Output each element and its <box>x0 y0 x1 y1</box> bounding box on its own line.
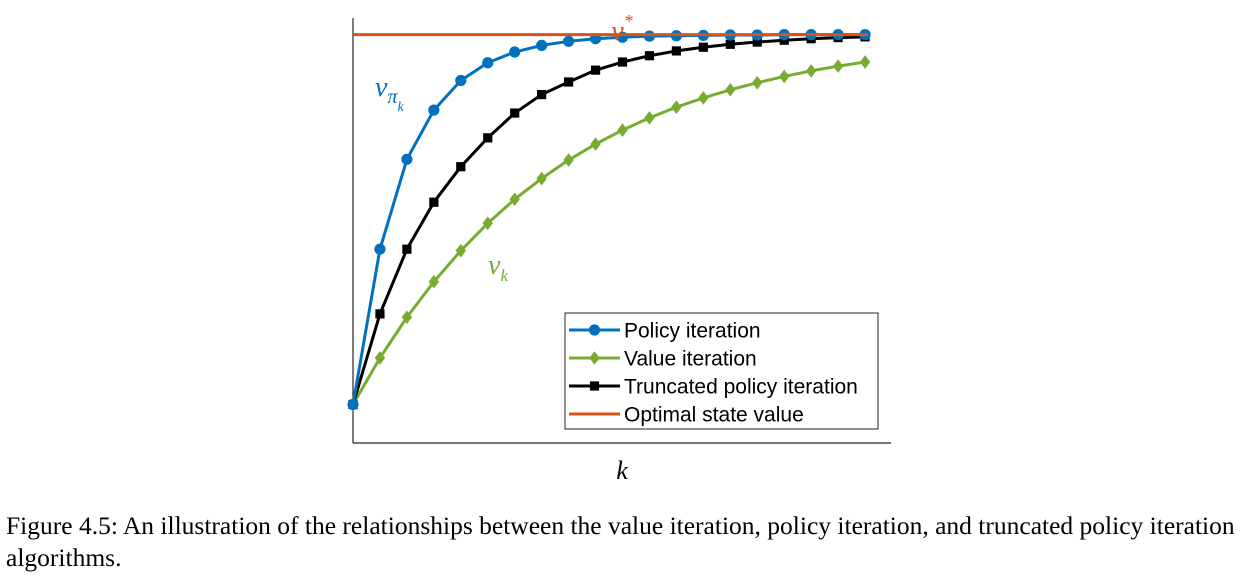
legend-marker <box>589 351 600 365</box>
legend-label: Policy iteration <box>624 320 761 343</box>
legend-item-truncated-policy-iteration: Truncated policy iteration <box>569 376 858 399</box>
annotation-v-k: vk <box>488 250 508 285</box>
legend-marker <box>588 324 601 336</box>
annotation-v-pi-k: vπk <box>375 72 404 115</box>
legend-label: Optimal state value <box>624 404 804 427</box>
data-point <box>374 243 386 255</box>
data-point <box>428 104 440 116</box>
legend-item-optimal-state-value: Optimal state value <box>569 404 804 427</box>
legend: Policy iteration Value iteration Truncated… <box>564 312 879 430</box>
data-point <box>752 75 763 90</box>
data-point <box>455 74 467 87</box>
legend-box <box>564 312 879 430</box>
data-point <box>429 197 439 207</box>
legend-label: Truncated policy iteration <box>624 376 858 399</box>
data-point <box>590 65 601 75</box>
chart: k v* vπk vk Policy iteration Value iterat… <box>347 11 891 485</box>
legend-item-value-iteration: Value iteration <box>569 348 757 371</box>
data-point <box>617 123 628 137</box>
data-point <box>617 57 628 67</box>
data-point <box>671 100 682 114</box>
legend-label: Value iteration <box>624 348 757 371</box>
data-point <box>482 216 493 231</box>
data-point <box>536 39 548 51</box>
data-point <box>347 398 359 411</box>
data-point <box>401 153 413 165</box>
data-point <box>725 39 735 49</box>
data-point <box>375 309 385 319</box>
x-axis-label: k <box>616 456 628 485</box>
data-point <box>671 46 681 56</box>
data-point <box>805 64 817 78</box>
figure-caption: Figure 4.5: An illustration of the relat… <box>6 511 1235 572</box>
data-point <box>779 69 790 84</box>
data-point <box>698 42 708 52</box>
data-point <box>482 57 494 69</box>
data-point <box>832 59 844 73</box>
data-point <box>563 153 574 167</box>
data-point <box>401 310 413 325</box>
data-point <box>456 162 466 172</box>
data-point <box>483 133 493 143</box>
data-point <box>859 55 871 69</box>
data-point <box>752 37 762 47</box>
data-point <box>402 244 412 254</box>
data-point <box>509 46 521 58</box>
data-point <box>563 35 575 47</box>
series-value-iteration <box>347 55 871 412</box>
data-point <box>644 111 655 125</box>
data-point <box>644 51 655 61</box>
data-point <box>509 192 520 207</box>
data-point <box>590 137 601 151</box>
annotation-v-star: v* <box>611 11 632 47</box>
series-line-value-iteration <box>351 60 866 406</box>
data-point <box>455 243 466 258</box>
data-point <box>536 171 547 186</box>
data-point <box>428 274 440 289</box>
data-point <box>510 108 520 118</box>
data-point <box>537 89 547 100</box>
data-point <box>564 77 574 87</box>
data-point <box>725 82 736 97</box>
data-point <box>698 91 709 105</box>
legend-marker <box>589 381 600 391</box>
data-point <box>374 351 386 365</box>
legend-item-policy-iteration: Policy iteration <box>569 320 761 343</box>
plot-area <box>347 29 871 412</box>
